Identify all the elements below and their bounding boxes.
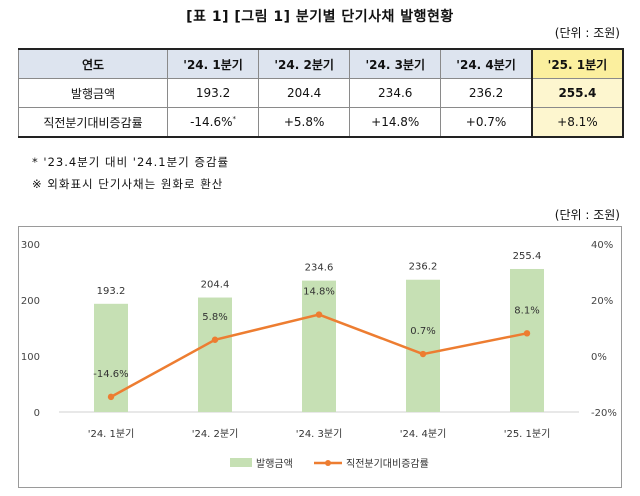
x-tick-label: '24. 3분기: [296, 428, 343, 440]
table-header-cell: '24. 3분기: [349, 48, 442, 79]
bar: [406, 279, 440, 412]
row-label: 직전분기대비증감률: [18, 107, 168, 138]
growth-rate-point: [523, 330, 531, 337]
growth-rate-label: 5.8%: [202, 312, 227, 323]
chart-frame: 0 100 200 300 -20% 0% 20% 40% 193.2 204.4 234.6 236…: [18, 226, 622, 488]
growth-rate-label: 0.7%: [410, 326, 435, 337]
legend-bar-swatch: [230, 458, 252, 467]
x-tick-label: '25. 1분기: [504, 428, 551, 440]
bar: [510, 268, 544, 412]
y-right-tick-label: 40%: [591, 240, 613, 251]
bar-data-label: 234.6: [305, 263, 334, 274]
bar: [302, 280, 336, 412]
table-cell-highlight: 255.4: [530, 78, 625, 108]
bar-data-label: 204.4: [201, 280, 230, 291]
table-cell: -14.6%*: [166, 107, 260, 138]
table-cell: 234.6: [349, 78, 442, 108]
table-cell: +5.8%: [258, 107, 351, 138]
bar-data-label: 255.4: [513, 251, 542, 262]
table-cell: +14.8%: [349, 107, 442, 138]
table-cell: 236.2: [440, 78, 533, 108]
growth-rate-point: [419, 350, 427, 358]
y-left-tick-label: 200: [21, 296, 40, 307]
table-header-cell: '24. 4분기: [440, 48, 533, 79]
bar-data-label: 236.2: [409, 262, 438, 273]
row-label: 발행금액: [18, 78, 168, 108]
bar: [198, 297, 232, 412]
bar-data-label: 193.2: [97, 286, 126, 297]
growth-rate-point: [315, 311, 323, 318]
x-tick-label: '24. 1분기: [88, 428, 135, 440]
table-cell-highlight: +8.1%: [530, 107, 625, 138]
table-row: 발행금액 193.2 204.4 234.6 236.2 255.4: [18, 78, 625, 108]
table-cell: +0.7%: [440, 107, 533, 138]
y-right-tick-label: 20%: [591, 296, 613, 307]
growth-rate-label: -14.6%: [93, 369, 128, 380]
table-header-cell-highlight: '25. 1분기: [530, 48, 625, 79]
legend-line-marker: [325, 460, 331, 466]
conversion-note: ※ 외화표시 단기사채는 원화로 환산: [32, 177, 224, 191]
x-tick-label: '24. 4분기: [400, 428, 447, 440]
y-left-tick-label: 100: [21, 352, 40, 363]
y-left-tick-label: 300: [21, 240, 40, 251]
legend-line-label: 직전분기대비증감률: [346, 458, 429, 470]
x-tick-label: '24. 2분기: [192, 428, 239, 440]
issuance-chart: 0 100 200 300 -20% 0% 20% 40% 193.2 204.4 234.6 236…: [21, 240, 617, 470]
legend-bar-label: 발행금액: [256, 458, 293, 470]
y-left-tick-label: 0: [34, 408, 40, 419]
growth-rate-label: 14.8%: [303, 287, 335, 298]
page-title: [표 1] [그림 1] 분기별 단기사채 발행현황: [186, 9, 454, 25]
table-row: 직전분기대비증감률 -14.6%* +5.8% +14.8% +0.7% +8.…: [18, 107, 625, 138]
growth-rate-point: [107, 393, 115, 401]
growth-rate-point: [211, 336, 219, 343]
footnote-marker: *: [232, 115, 237, 123]
y-right-tick-label: 0%: [591, 352, 607, 363]
table-unit-label: (단위 : 조원): [554, 26, 620, 40]
footnote-note: * '23.4분기 대비 '24.1분기 증감률: [32, 155, 230, 169]
table-header-cell: '24. 2분기: [258, 48, 351, 79]
y-right-tick-label: -20%: [591, 408, 617, 419]
table-cell: 204.4: [258, 78, 351, 108]
table-cell: 193.2: [166, 78, 260, 108]
issuance-table: 연도 '24. 1분기 '24. 2분기 '24. 3분기 '24. 4분기 '…: [18, 48, 625, 138]
table-header-row: 연도 '24. 1분기 '24. 2분기 '24. 3분기 '24. 4분기 '…: [18, 48, 625, 79]
table-header-cell: '24. 1분기: [166, 48, 260, 79]
cell-value: -14.6%: [190, 115, 233, 129]
table-header-cell: 연도: [18, 48, 168, 79]
chart-unit-label: (단위 : 조원): [554, 208, 620, 222]
growth-rate-label: 8.1%: [514, 305, 539, 316]
